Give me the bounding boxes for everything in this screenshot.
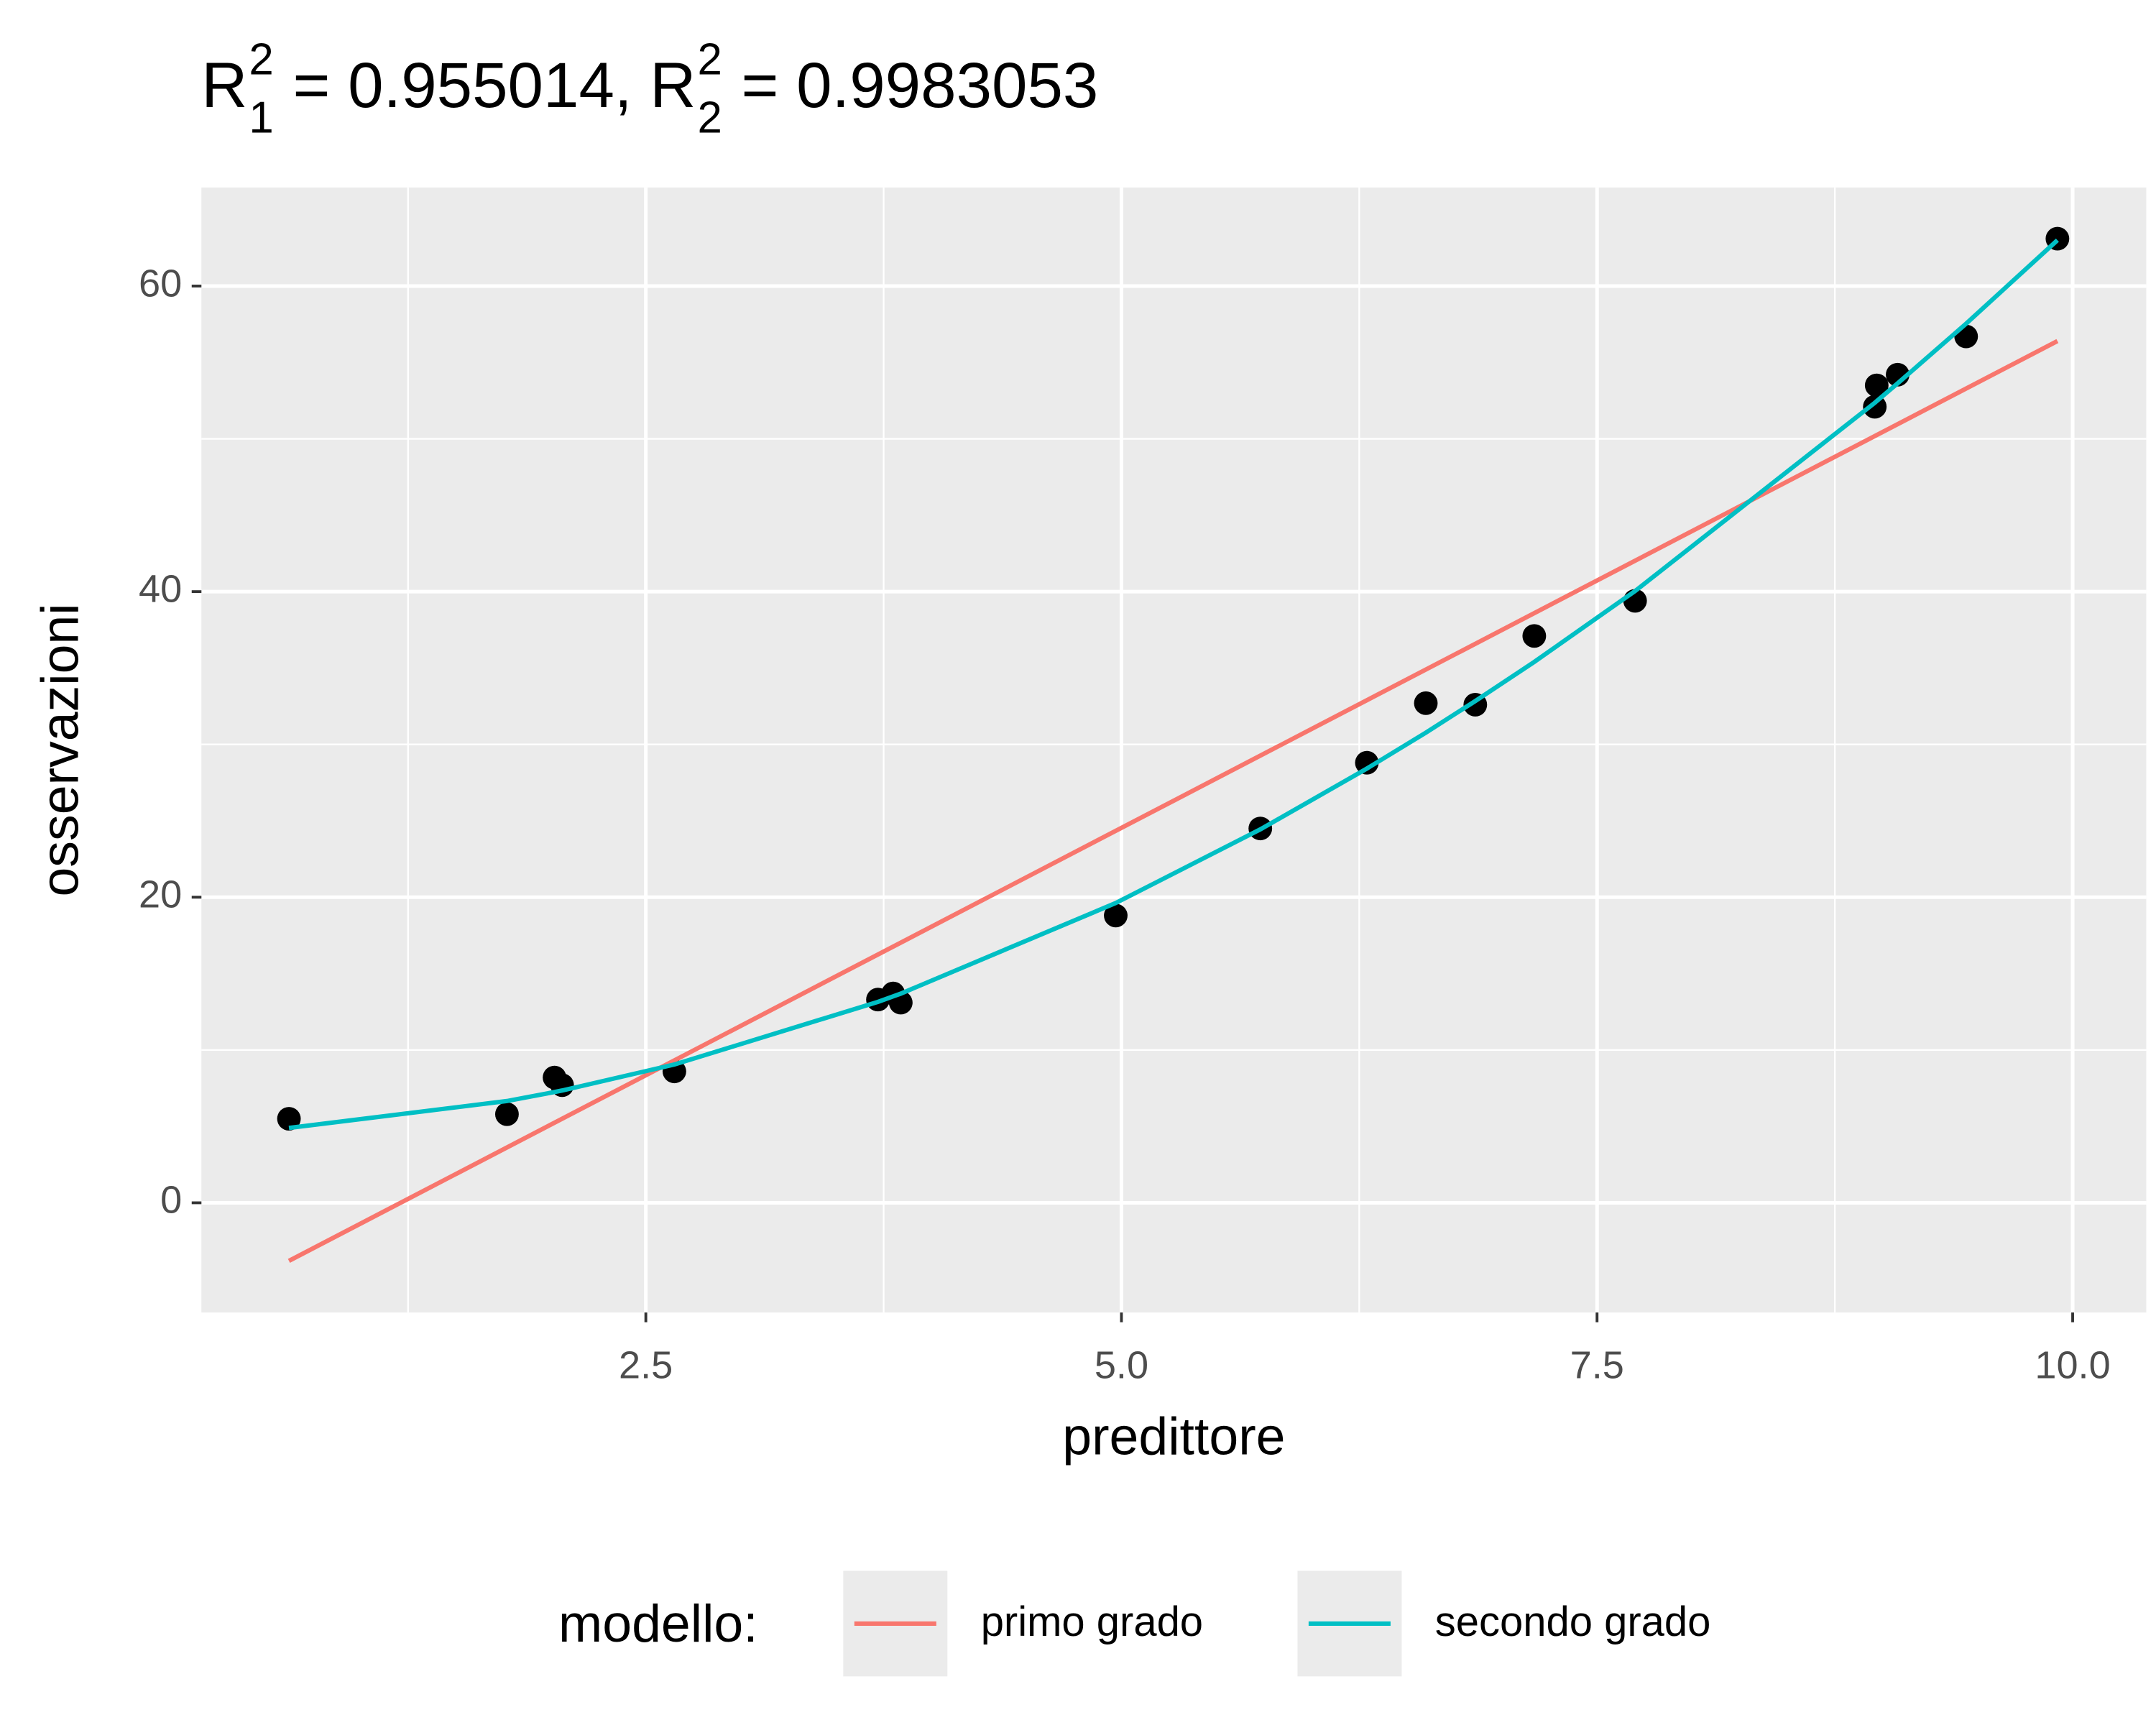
data-point [494, 1102, 519, 1126]
legend-label: secondo grado [1435, 1599, 1711, 1645]
x-tick-label: 5.0 [1095, 1344, 1148, 1387]
title-text: = 0.955014, [275, 50, 650, 121]
y-tick-label: 40 [139, 567, 182, 610]
plot-panel [201, 187, 2147, 1313]
y-tick-label: 60 [139, 262, 182, 305]
title-superscript: 2 [697, 34, 722, 84]
title-superscript: 2 [249, 34, 273, 84]
y-tick-label: 0 [160, 1179, 182, 1222]
title-subscript: 1 [249, 93, 273, 142]
data-point [1414, 691, 1438, 715]
x-tick-label: 10.0 [2035, 1344, 2110, 1387]
x-tick-label: 2.5 [619, 1344, 673, 1387]
y-axis-title: osservazioni [30, 603, 89, 896]
y-tick-label: 20 [139, 873, 182, 916]
fit-line [287, 339, 2059, 1263]
data-point [1864, 373, 1889, 397]
x-axis-title: predittore [1062, 1407, 1285, 1466]
title-base: R [201, 50, 247, 121]
legend-label: primo grado [981, 1599, 1203, 1645]
legend-title: modello: [558, 1594, 758, 1653]
x-tick-label: 7.5 [1570, 1344, 1624, 1387]
fit-line [288, 238, 2059, 1131]
title-subscript: 2 [697, 93, 722, 142]
data-point [1522, 624, 1547, 648]
title-text: = 0.9983053 [724, 50, 1099, 121]
data-point [1863, 395, 1887, 419]
title-base: R [650, 50, 696, 121]
data-point [277, 1107, 301, 1131]
data-point [1355, 750, 1379, 775]
data-point [1104, 903, 1128, 928]
